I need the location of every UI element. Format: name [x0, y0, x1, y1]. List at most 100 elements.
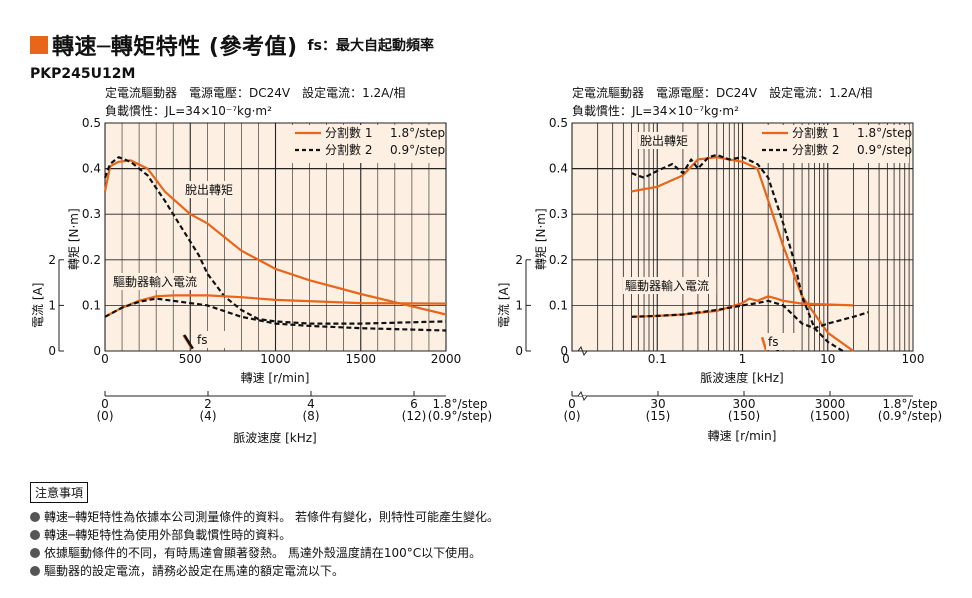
conditions-line-1: 定電流驅動器 電源電壓：DC24V 設定電流：1.2A/相 — [572, 85, 872, 100]
y-tick-label: 0.3 — [549, 207, 568, 221]
x-axis-label: 轉速 [r/min] — [241, 371, 310, 385]
title-marker-icon — [30, 36, 48, 54]
series-line-current-dashed — [631, 299, 869, 330]
sub-axis-label: 脈波速度 [kHz] — [233, 430, 316, 445]
conditions-line-2: 負載慣性：JL=34×10⁻⁷kg·m² — [572, 103, 739, 118]
y-tick-label: 0.2 — [549, 253, 568, 267]
note-item: 轉速─轉矩特性為使用外部負載慣性時的資料。 — [30, 528, 499, 543]
note-text: 轉速─轉矩特性為使用外部負載慣性時的資料。 — [44, 528, 292, 542]
y-tick-label: 0.5 — [82, 116, 101, 130]
y2-axis-label: 電流 [A] — [31, 283, 45, 328]
sub-axis-tick-label-alt: (0) — [564, 409, 581, 423]
x-tick-label: 0 — [101, 352, 109, 366]
annotation-background — [183, 181, 239, 198]
sub-axis-tick-label: 0 — [101, 397, 109, 411]
x-tick-label: 0 — [562, 352, 570, 366]
chart-2: 定電流驅動器 電源電壓：DC24V 設定電流：1.2A/相負載慣性：JL=34×… — [497, 85, 942, 443]
legend-entry-step: 0.9°/step — [390, 143, 445, 157]
y2-tick-label: 0 — [515, 344, 523, 358]
sub-axis-tick-label-alt: (150) — [728, 409, 760, 423]
y-tick-label: 0.2 — [82, 253, 101, 267]
y2-axis-label: 電流 [A] — [497, 283, 511, 328]
legend-entry-name: 分割數 1 — [792, 125, 839, 140]
note-item: 驅動器的設定電流，請務必設定在馬達的額定電流以下。 — [30, 564, 499, 579]
legend-entry-name: 分割數 2 — [792, 142, 839, 157]
sub-axis-unit: 1.8°/step — [432, 397, 487, 411]
sub-axis-tick-label: 2 — [204, 397, 212, 411]
sub-axis-label: 轉速 [r/min] — [708, 429, 777, 443]
y-axis-label: 轉矩 [N·m] — [534, 208, 548, 270]
notes-heading: 注意事項 — [30, 482, 89, 503]
annotation-background — [111, 273, 205, 290]
chart-1: 定電流驅動器 電源電壓：DC24V 設定電流：1.2A/相負載慣性：JL=34×… — [31, 85, 492, 445]
y-tick-label: 0 — [93, 344, 101, 358]
y2-tick-label: 0 — [48, 344, 56, 358]
sub-axis-tick-label-alt: (1500) — [810, 409, 850, 423]
annotation-label: 脫出轉矩 — [185, 182, 233, 197]
x-tick-label: 10 — [820, 352, 835, 366]
annotation-label: 驅動器輸入電流 — [625, 278, 709, 293]
page-title: 轉速─轉矩特性 (參考值) — [52, 35, 298, 60]
annotation-background — [766, 333, 797, 350]
y-axis-label: 轉矩 [N·m] — [67, 208, 81, 270]
x-tick-label: 2000 — [431, 352, 462, 366]
y2-tick-label: 1 — [515, 298, 523, 312]
bullet-icon — [30, 548, 40, 558]
sub-axis-unit-alt: (0.9°/step) — [878, 409, 942, 423]
sub-axis-tick-label-alt: (12) — [402, 409, 427, 423]
x-tick-label: 1500 — [345, 352, 376, 366]
legend-entry-step: 1.8°/step — [857, 126, 912, 140]
legend-background — [756, 125, 909, 163]
y-tick-label: 0 — [560, 344, 568, 358]
y-tick-label: 0.3 — [82, 207, 101, 221]
sub-axis-tick-label: 4 — [307, 397, 315, 411]
x-tick-label: 500 — [179, 352, 202, 366]
series-line-pullout-solid — [103, 159, 447, 316]
annotation-background — [623, 277, 717, 294]
conditions-line-1: 定電流驅動器 電源電壓：DC24V 設定電流：1.2A/相 — [105, 85, 405, 100]
axis-break-icon — [577, 390, 588, 402]
annotation-label: 驅動器輸入電流 — [113, 274, 197, 289]
note-text: 依據驅動條件的不同，有時馬達會顯著發熱。 馬達外殼溫度請在100°C以下使用。 — [44, 546, 482, 560]
legend-background — [289, 125, 442, 163]
note-item: 轉速─轉矩特性為依據本公司測量條件的資料。 若條件有變化，則特性可能產生變化。 — [30, 510, 499, 525]
y-tick-label: 0.1 — [82, 298, 101, 312]
plot-frame — [571, 122, 914, 352]
sub-axis-unit-alt: (0.9°/step) — [428, 409, 492, 423]
bullet-icon — [30, 566, 40, 576]
model-name: PKP245U12M — [30, 66, 136, 82]
legend-entry-name: 分割數 2 — [325, 142, 372, 157]
legend-entry-step: 1.8°/step — [390, 126, 445, 140]
bullet-icon — [30, 530, 40, 540]
plot-frame — [104, 122, 447, 352]
sub-axis-tick-label: 3000 — [815, 397, 846, 411]
sub-axis-tick-label: 300 — [733, 397, 756, 411]
legend-entry-name: 分割數 1 — [325, 125, 372, 140]
notes-section: 注意事項 轉速─轉矩特性為依據本公司測量條件的資料。 若條件有變化，則特性可能產… — [30, 482, 499, 582]
annotation-label: fs — [197, 333, 207, 347]
annotation-background — [638, 132, 694, 149]
series-line-fs-dashed — [183, 334, 194, 350]
annotation-label: fs — [768, 335, 778, 349]
series-line-pullout-dashed — [631, 153, 844, 352]
x-tick-label: 1 — [739, 352, 747, 366]
y2-tick-label: 2 — [48, 253, 56, 267]
y-tick-label: 0.4 — [82, 162, 101, 176]
y2-tick-label: 2 — [515, 253, 523, 267]
note-item: 依據驅動條件的不同，有時馬達會顯著發熱。 馬達外殼溫度請在100°C以下使用。 — [30, 546, 499, 561]
x-axis-label: 脈波速度 [kHz] — [700, 370, 783, 385]
sub-axis-tick-label-alt: (15) — [646, 409, 671, 423]
series-line-current-dashed — [104, 297, 447, 332]
y-tick-label: 0.1 — [549, 298, 568, 312]
page-subtitle: fs：最大自起動頻率 — [307, 38, 434, 54]
page-title-block: 轉速─轉矩特性 (參考值) fs：最大自起動頻率 — [30, 30, 434, 60]
sub-axis-tick-label-alt: (8) — [303, 409, 320, 423]
note-text: 轉速─轉矩特性為依據本公司測量條件的資料。 若條件有變化，則特性可能產生變化。 — [44, 510, 500, 524]
y-tick-label: 0.4 — [549, 162, 568, 176]
legend-entry-step: 0.9°/step — [857, 143, 912, 157]
series-line-pullout-solid — [631, 156, 855, 352]
note-text: 驅動器的設定電流，請務必設定在馬達的額定電流以下。 — [44, 564, 345, 578]
y2-tick-label: 1 — [48, 298, 56, 312]
series-line-fs-solid — [760, 336, 768, 352]
legend: 分割數 1 1.8°/step 分割數 2 0.9°/step — [289, 125, 445, 163]
